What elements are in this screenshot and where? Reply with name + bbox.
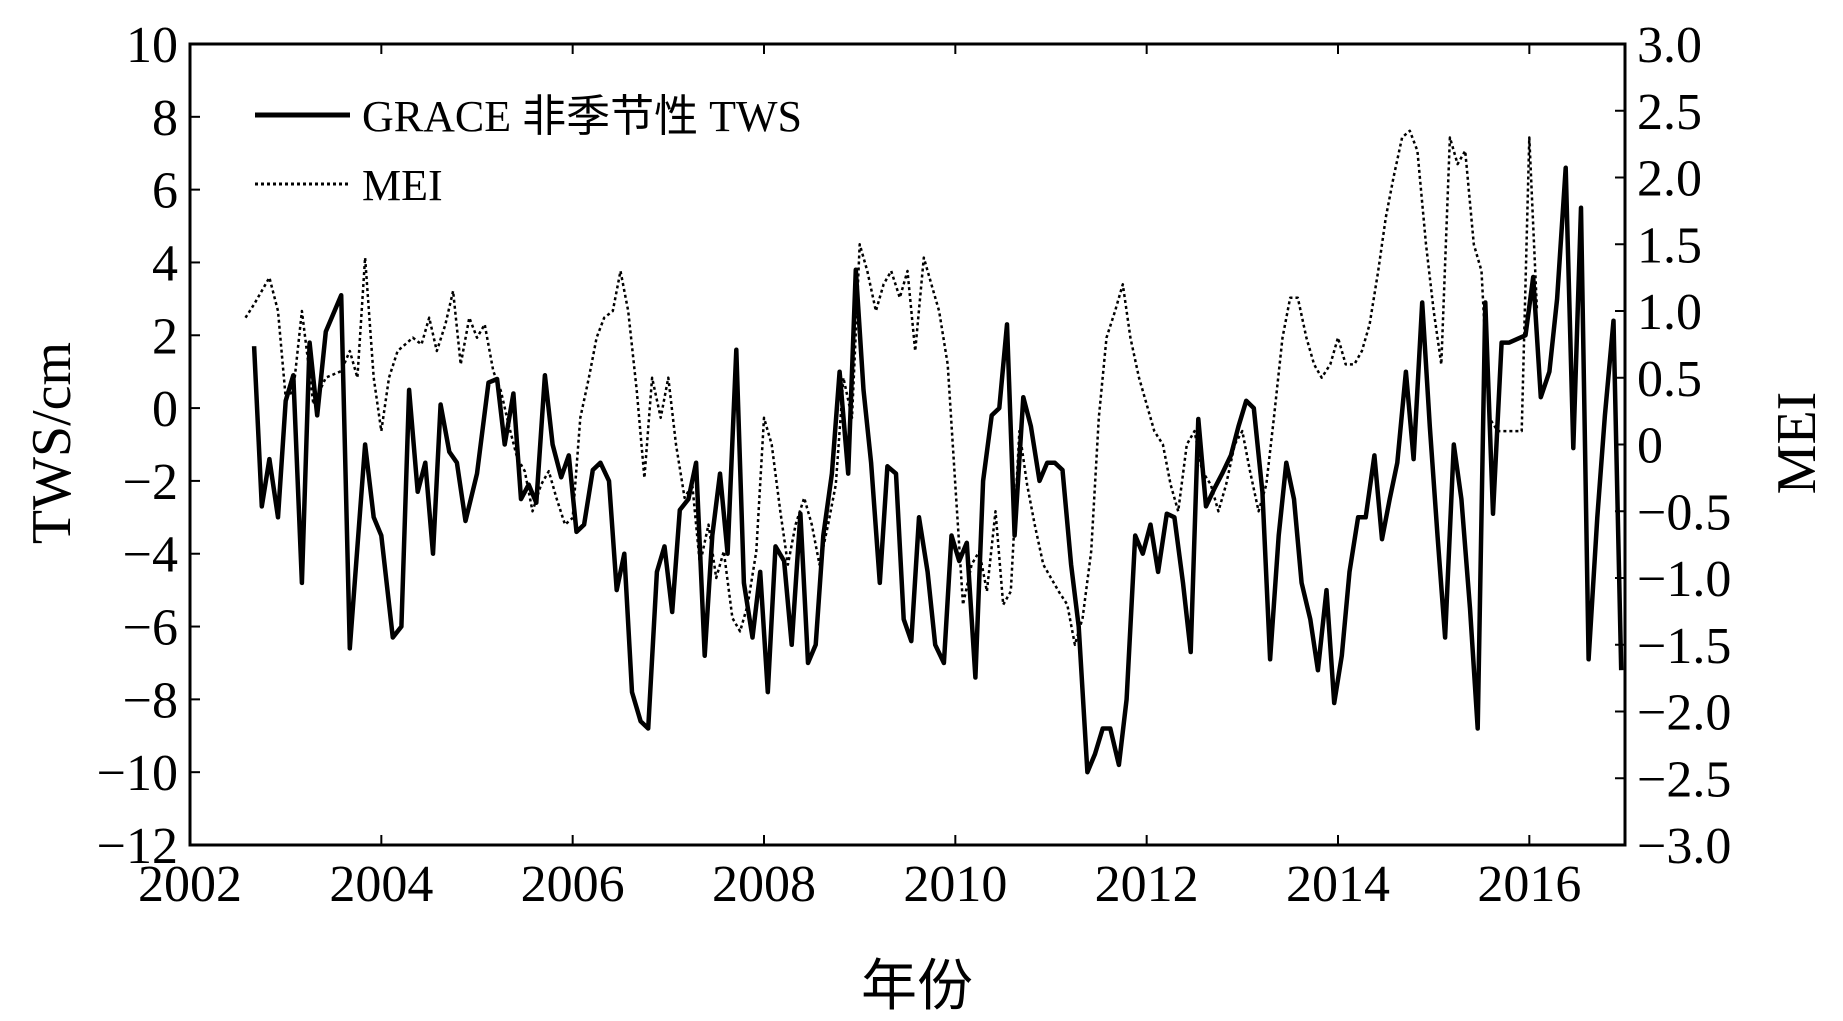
x-axis: 2002 2004 2006 2008 2010 2012 2014 2016 xyxy=(138,44,1581,913)
legend-label-tws: GRACE 非季节性 TWS xyxy=(362,92,802,141)
y-right-tick-label: 2.0 xyxy=(1637,151,1702,208)
x-tick-label: 2004 xyxy=(329,856,433,913)
x-tick-label: 2008 xyxy=(712,856,816,913)
series-line-tws xyxy=(251,165,1624,775)
y-right-tick-label: 2.5 xyxy=(1637,84,1702,141)
y-left-tick-label: −8 xyxy=(123,672,178,729)
y-right-tick-label: −3.0 xyxy=(1637,818,1731,875)
y-right-tick-label: 1.0 xyxy=(1637,284,1702,341)
y-right-tick-label: −1.5 xyxy=(1637,618,1731,675)
x-tick-label: 2010 xyxy=(903,856,1007,913)
y-right-tick-label: −0.5 xyxy=(1637,484,1731,541)
y-left-tick-label: 6 xyxy=(152,163,178,220)
y-left-tick-label: 8 xyxy=(152,90,178,147)
x-tick-label: 2016 xyxy=(1477,856,1581,913)
y-left-tick-label: 2 xyxy=(152,308,178,365)
y-left-tick-label: 0 xyxy=(152,381,178,438)
y-right-tick-label: −1.0 xyxy=(1637,551,1731,608)
y-right-tick-label: 0.5 xyxy=(1637,351,1702,408)
legend: GRACE 非季节性 TWS MEI xyxy=(255,92,802,210)
y-axis-right-title: MEI xyxy=(1766,392,1828,495)
y-left-tick-label: −12 xyxy=(97,818,178,875)
x-tick-label: 2002 xyxy=(138,856,242,913)
y-right-tick-label: 3.0 xyxy=(1637,17,1702,74)
y-left-tick-label: 4 xyxy=(152,235,178,292)
y-right-tick-label: 0 xyxy=(1637,418,1663,475)
series-layer xyxy=(244,129,1624,775)
y-right-tick-label: 1.5 xyxy=(1637,217,1702,274)
x-axis-title: 年份 xyxy=(861,956,973,1016)
series-line-mei xyxy=(244,129,1539,647)
y-right-tick-label: −2.5 xyxy=(1637,751,1731,808)
x-tick-label: 2012 xyxy=(1095,856,1199,913)
y-left-tick-label: 10 xyxy=(126,17,178,74)
y-axis-left: 10 8 6 4 2 0 −2 −4 −6 −8 −10 −12 xyxy=(97,17,200,875)
y-axis-left-title: TWS/cm xyxy=(21,342,83,544)
y-left-tick-label: −6 xyxy=(123,600,178,657)
y-left-tick-label: −10 xyxy=(97,745,178,802)
y-axis-right: 3.0 2.5 2.0 1.5 1.0 0.5 0 −0.5 −1.0 −1.5 −2.0 −2.5 −… xyxy=(1615,17,1731,875)
y-left-tick-label: −4 xyxy=(123,527,178,584)
y-left-tick-label: −2 xyxy=(123,454,178,511)
x-tick-label: 2006 xyxy=(521,856,625,913)
legend-label-mei: MEI xyxy=(362,161,443,210)
x-tick-label: 2014 xyxy=(1286,856,1390,913)
y-right-tick-label: −2.0 xyxy=(1637,685,1731,742)
